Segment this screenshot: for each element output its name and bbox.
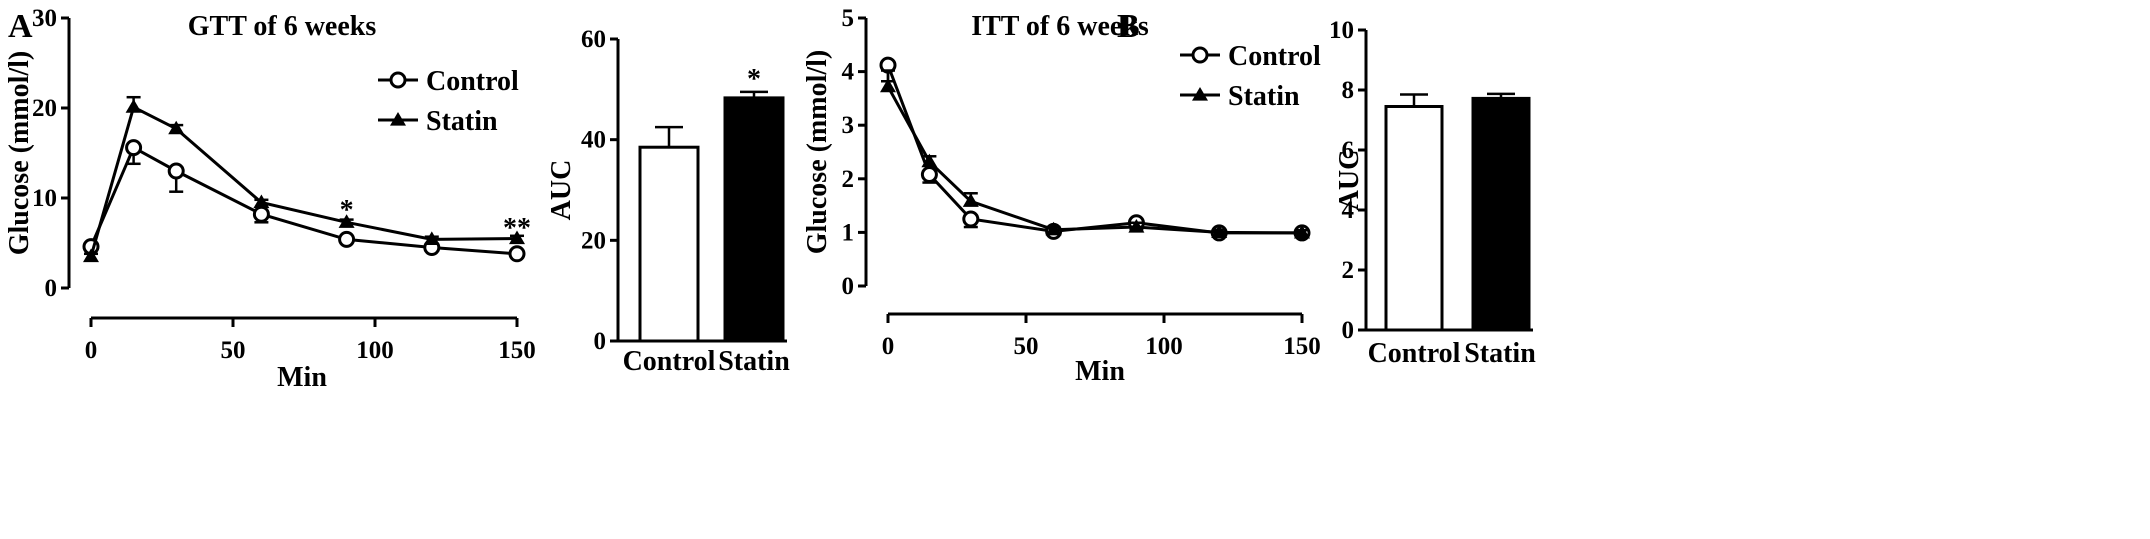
bar-statin [1471, 96, 1531, 332]
data-point [125, 139, 143, 157]
category-label: Control [1368, 338, 1461, 369]
x-tick-label: 150 [498, 337, 536, 364]
y-tick-label: 40 [581, 127, 606, 154]
data-point [962, 210, 980, 228]
x-tick-label: 150 [1283, 333, 1321, 360]
legend-marker [1191, 46, 1209, 64]
y-axis-title: Glucose (mmol/l) [4, 51, 35, 256]
x-tick-label: 50 [1014, 333, 1039, 360]
x-tick-label: 0 [85, 337, 98, 364]
data-point [338, 214, 355, 228]
legend-label: Statin [1228, 81, 1300, 112]
y-tick-label: 60 [581, 26, 606, 53]
gtt-line-chart: 0 10 20 30 0 50 100 150 GTT of 6 weeks Min Glucose… [4, 5, 536, 393]
bar-statin [723, 96, 785, 343]
x-tick-label: 0 [882, 333, 895, 360]
y-tick-label: 20 [581, 227, 606, 254]
data-point [508, 245, 526, 263]
gtt-auc-bar-chart: 0 20 40 60 AUC Control Statin * [546, 26, 790, 377]
y-tick-label: 10 [1329, 17, 1354, 44]
series-statin [880, 69, 1310, 239]
data-point [1211, 224, 1228, 238]
data-point [338, 230, 356, 248]
x-axis-title: Min [1075, 356, 1125, 387]
significance-marker: * [340, 195, 354, 226]
data-point [252, 205, 270, 223]
y-tick-label: 4 [842, 59, 855, 86]
legend-marker [390, 112, 406, 126]
x-tick-label: 100 [1145, 333, 1183, 360]
data-point [1128, 219, 1145, 233]
data-point [509, 230, 525, 245]
legend-marker [1192, 87, 1208, 101]
y-tick-label: 3 [842, 112, 855, 139]
y-tick-label: 0 [594, 328, 607, 355]
y-tick-label: 10 [32, 185, 57, 212]
y-tick-label: 6 [1342, 137, 1355, 164]
y-tick-label: 1 [842, 219, 855, 246]
series-control [82, 139, 526, 263]
chart-title: GTT of 6 weeks [188, 11, 377, 42]
y-tick-label: 0 [45, 275, 58, 302]
y-tick-label: 2 [842, 166, 855, 193]
category-label: Control [623, 346, 716, 377]
legend-label: Control [1228, 41, 1321, 72]
y-tick-label: 4 [1342, 197, 1355, 224]
data-point [168, 120, 185, 135]
y-tick-label: 20 [32, 95, 57, 122]
data-point [962, 193, 979, 207]
chart-title: ITT of 6 weeks [971, 11, 1149, 42]
data-point [1294, 224, 1310, 239]
category-label: Statin [718, 346, 790, 377]
x-axis-title: Min [277, 362, 327, 393]
series-statin [83, 95, 525, 263]
y-axis-title: AUC [1334, 150, 1365, 211]
legend-label: Statin [426, 106, 498, 137]
data-point [167, 162, 185, 180]
data-point [423, 231, 440, 245]
y-tick-label: 0 [842, 273, 855, 300]
y-tick-label: 0 [1342, 317, 1355, 344]
y-tick-label: 5 [842, 5, 855, 32]
data-point [125, 99, 142, 113]
x-tick-label: 50 [221, 337, 246, 364]
itt-auc-bar-chart: 0 2 4 6 8 10 AUC Control Statin [1329, 17, 1536, 369]
bar-control [1384, 105, 1444, 332]
significance-marker: ** [503, 213, 531, 244]
legend-label: Control [426, 66, 519, 97]
y-axis-title: Glucose (mmol/l) [802, 50, 833, 255]
y-axis-title: AUC [546, 160, 577, 221]
data-point [921, 153, 938, 168]
category-label: Statin [1464, 338, 1536, 369]
significance-marker: * [747, 64, 761, 95]
data-point [920, 166, 938, 184]
data-point [1045, 221, 1062, 236]
panel-letter-a: A [8, 8, 33, 45]
y-tick-label: 30 [32, 5, 57, 32]
data-point [880, 78, 896, 93]
y-tick-label: 2 [1342, 257, 1355, 284]
x-tick-label: 100 [356, 337, 394, 364]
y-tick-label: 8 [1342, 77, 1355, 104]
bar-control [638, 145, 700, 343]
data-point [83, 248, 99, 263]
legend-marker [389, 71, 407, 89]
panel-letter-b: B [1117, 8, 1140, 45]
data-point [253, 194, 270, 209]
